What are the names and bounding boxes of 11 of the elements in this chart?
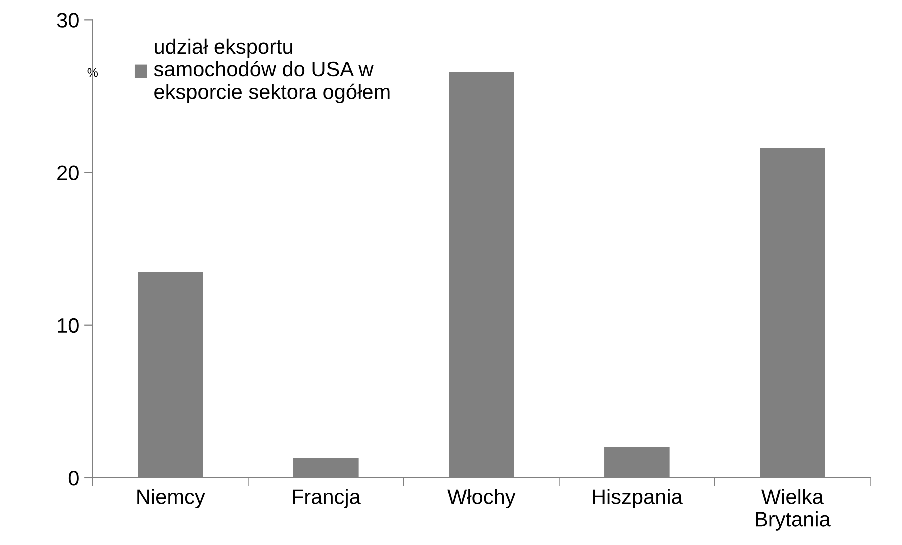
y-tick-label: 0 bbox=[68, 470, 79, 486]
x-tick-label: Francja bbox=[293, 489, 361, 508]
y-tick-label: 30 bbox=[57, 13, 79, 28]
x-tick-label: Niemcy bbox=[138, 489, 206, 508]
y-axis-title: % bbox=[88, 68, 98, 78]
x-tick-label: Wielka Brytania bbox=[756, 489, 831, 531]
y-tick-label: 20 bbox=[58, 166, 79, 181]
x-tick-label: Włochy bbox=[448, 489, 516, 508]
x-tick-label: Hiszpania bbox=[593, 489, 683, 508]
y-tick-label: 10 bbox=[58, 318, 79, 334]
legend-label: udział eksportu samochodów do USA w eksporcie sektora ogółem bbox=[154, 38, 390, 104]
